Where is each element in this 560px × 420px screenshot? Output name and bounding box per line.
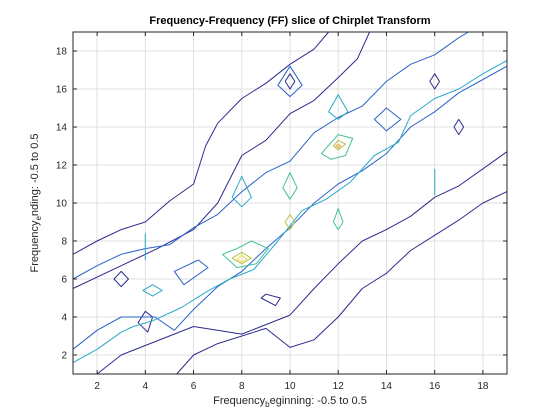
x-axis-label: Frequencybeginning: -0.5 to 0.5 [213, 395, 367, 409]
chart-title: Frequency-Frequency (FF) slice of Chirpl… [149, 15, 430, 27]
y-tick-label: 4 [61, 313, 67, 324]
y-axis-label: Frequencyending: -0.5 to 0.5 [29, 134, 43, 273]
y-tick-label: 18 [56, 47, 68, 58]
x-axis-ticks: 2 4 6 8 10 12 14 16 18 [94, 32, 489, 392]
y-tick-label: 2 [61, 351, 67, 362]
contour-line-level-3 [142, 284, 163, 297]
contour-line-level-1 [429, 73, 440, 90]
x-tick-label: 8 [239, 381, 245, 392]
contour-line-level-1 [72, 31, 329, 255]
x-tick-label: 6 [191, 381, 197, 392]
y-tick-label: 10 [56, 199, 68, 210]
contour-line-level-7 [335, 143, 342, 149]
contour-line-level-3 [231, 175, 252, 208]
contour-line-level-6 [236, 254, 248, 263]
y-tick-label: 14 [56, 123, 68, 134]
y-tick-label: 8 [61, 237, 67, 248]
contour-line-level-1 [176, 191, 508, 375]
x-axis-label-rest: eginning: -0.5 to 0.5 [270, 395, 367, 407]
x-tick-label: 2 [94, 381, 100, 392]
x-tick-label: 16 [429, 381, 441, 392]
contour-line-level-1 [72, 31, 371, 289]
y-axis-label-main: Frequency [29, 220, 41, 272]
y-tick-label: 6 [61, 275, 67, 286]
contour-line-level-4 [332, 208, 344, 231]
x-tick-label: 14 [381, 381, 393, 392]
y-axis-label-subscript: e [34, 216, 43, 221]
x-axis-label-main: Frequency [213, 395, 265, 407]
contour-line-level-2 [72, 31, 469, 280]
contour-line-level-5 [231, 251, 252, 265]
contour-line-level-2 [277, 65, 303, 98]
contour-line-level-2 [72, 65, 508, 350]
contour-line-level-1 [113, 270, 129, 288]
contour-line-level-4 [282, 172, 298, 200]
x-tick-label: 12 [333, 381, 345, 392]
y-axis-ticks: 2 4 6 8 10 12 14 16 18 [56, 47, 507, 362]
contour-line-level-2 [373, 107, 402, 132]
y-axis-label-rest: nding: -0.5 to 0.5 [29, 134, 41, 217]
contour-line-level-4 [320, 134, 354, 160]
contour-line-level-4 [222, 240, 269, 269]
x-axis-label-subscript: b [265, 400, 270, 409]
contour-line-level-1 [284, 73, 296, 90]
contour-lines [72, 31, 508, 375]
contour-line-level-3 [72, 60, 508, 364]
contour-line-level-5 [284, 213, 296, 231]
contour-line-level-2 [173, 259, 209, 286]
contour-line-level-5 [332, 139, 346, 151]
y-tick-label: 16 [56, 85, 68, 96]
x-tick-label: 10 [284, 381, 296, 392]
contour-line-level-1 [96, 151, 508, 375]
contour-line-level-1 [260, 293, 281, 307]
contour-line-level-3 [328, 94, 349, 120]
contour-line-level-1 [453, 118, 465, 136]
y-tick-label: 12 [56, 161, 68, 172]
x-tick-label: 4 [143, 381, 149, 392]
x-tick-label: 18 [477, 381, 489, 392]
